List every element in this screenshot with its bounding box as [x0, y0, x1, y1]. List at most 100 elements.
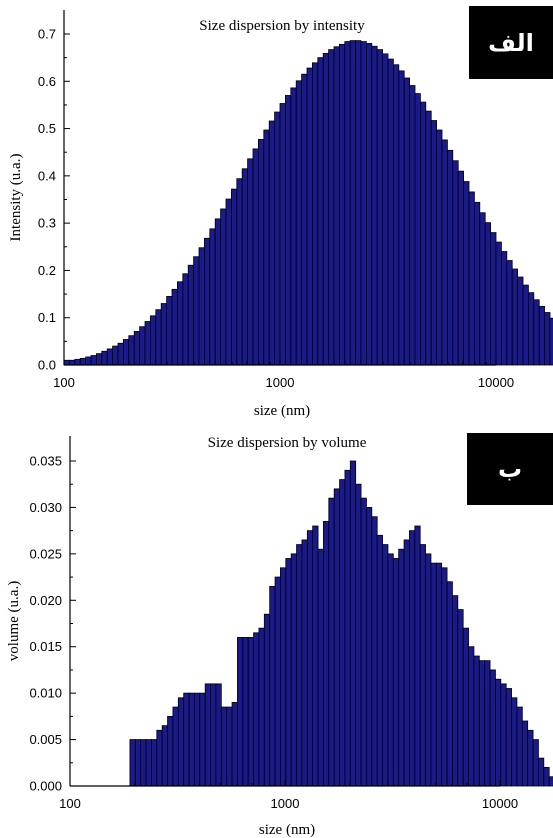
bar [387, 553, 394, 787]
bar [268, 120, 276, 366]
bar [479, 212, 486, 366]
bar [376, 49, 384, 366]
bar [194, 692, 201, 787]
bar [495, 241, 502, 366]
x-tick-label: 100 [59, 796, 81, 811]
bar [101, 350, 108, 366]
bar [392, 64, 400, 366]
bar [414, 93, 421, 366]
bar [441, 139, 448, 366]
bar [199, 692, 206, 787]
bar [301, 73, 308, 366]
bar [548, 776, 553, 787]
y-tick-label: 0.010 [29, 686, 62, 701]
panel-label-alef-badge: الف [469, 6, 553, 79]
bar [543, 767, 550, 787]
x-axis-label: size (nm) [254, 403, 310, 419]
y-axis-label: volume (u.a.) [6, 581, 22, 661]
bar [435, 562, 443, 787]
x-tick-label: 1000 [266, 375, 295, 390]
bar [301, 539, 308, 787]
bar [478, 660, 486, 787]
bar [441, 567, 448, 787]
bar [133, 331, 140, 366]
y-tick-label: 0.005 [29, 732, 62, 747]
bar [344, 41, 351, 366]
bar [274, 111, 281, 366]
bar [522, 284, 529, 366]
bar [296, 544, 303, 787]
bar [403, 539, 410, 787]
bar [151, 739, 158, 787]
bar [284, 95, 292, 366]
y-tick-label: 0.000 [29, 779, 62, 794]
bar [129, 739, 136, 787]
x-tick-label: 10000 [478, 375, 514, 390]
y-tick-label: 0.6 [38, 74, 56, 89]
bar [171, 288, 178, 366]
bar [382, 544, 389, 787]
bar [322, 52, 330, 366]
bar [414, 525, 421, 787]
bar [490, 232, 497, 366]
y-tick-label: 0.7 [38, 27, 56, 42]
bar [210, 683, 217, 787]
bar [376, 534, 383, 787]
bar [339, 479, 346, 787]
bar [226, 706, 233, 787]
bar [457, 170, 465, 366]
bar [484, 222, 492, 366]
bar [220, 208, 227, 366]
bar [532, 739, 539, 787]
bar [258, 627, 265, 787]
chart-panel-2: 100 1000 10000 0.000 0.005 0.010 0.015 0.020 0.0… [6, 435, 553, 838]
bar [452, 595, 459, 787]
bar [484, 660, 491, 787]
bar [252, 148, 259, 366]
bar [134, 739, 142, 787]
bar [311, 62, 319, 366]
bar [349, 40, 357, 366]
bar [521, 720, 529, 787]
bar [544, 312, 551, 366]
bar [387, 58, 394, 366]
bar [257, 139, 265, 366]
bar [198, 247, 205, 366]
bar [183, 692, 190, 787]
bar [446, 581, 453, 787]
bar [306, 530, 314, 787]
bar [323, 520, 330, 787]
bar [371, 45, 378, 366]
bar [355, 40, 362, 366]
bar [263, 613, 271, 787]
bar [360, 41, 367, 366]
bar [511, 697, 518, 787]
y-tick-label: 0.030 [29, 500, 62, 515]
y-tick-label: 0.0 [38, 358, 56, 373]
bar [463, 181, 470, 366]
x-tick-label: 1000 [271, 796, 300, 811]
bar [505, 688, 512, 787]
bar [85, 356, 92, 366]
bar [538, 305, 546, 366]
bar [176, 281, 184, 366]
bar [365, 43, 373, 366]
bar [398, 70, 405, 366]
bar [177, 697, 185, 787]
bar [156, 729, 163, 787]
bar [436, 129, 443, 366]
bar [306, 67, 313, 366]
bar [527, 729, 534, 787]
y-tick-label: 0.020 [29, 593, 62, 608]
bar [290, 553, 297, 787]
bar [145, 739, 152, 787]
bar [279, 103, 286, 366]
bar [409, 530, 416, 787]
bar [462, 627, 469, 787]
bar [263, 129, 270, 366]
bar [528, 292, 535, 366]
bar [90, 355, 97, 366]
bar [500, 251, 508, 366]
bar [188, 692, 195, 787]
bar [328, 497, 335, 787]
